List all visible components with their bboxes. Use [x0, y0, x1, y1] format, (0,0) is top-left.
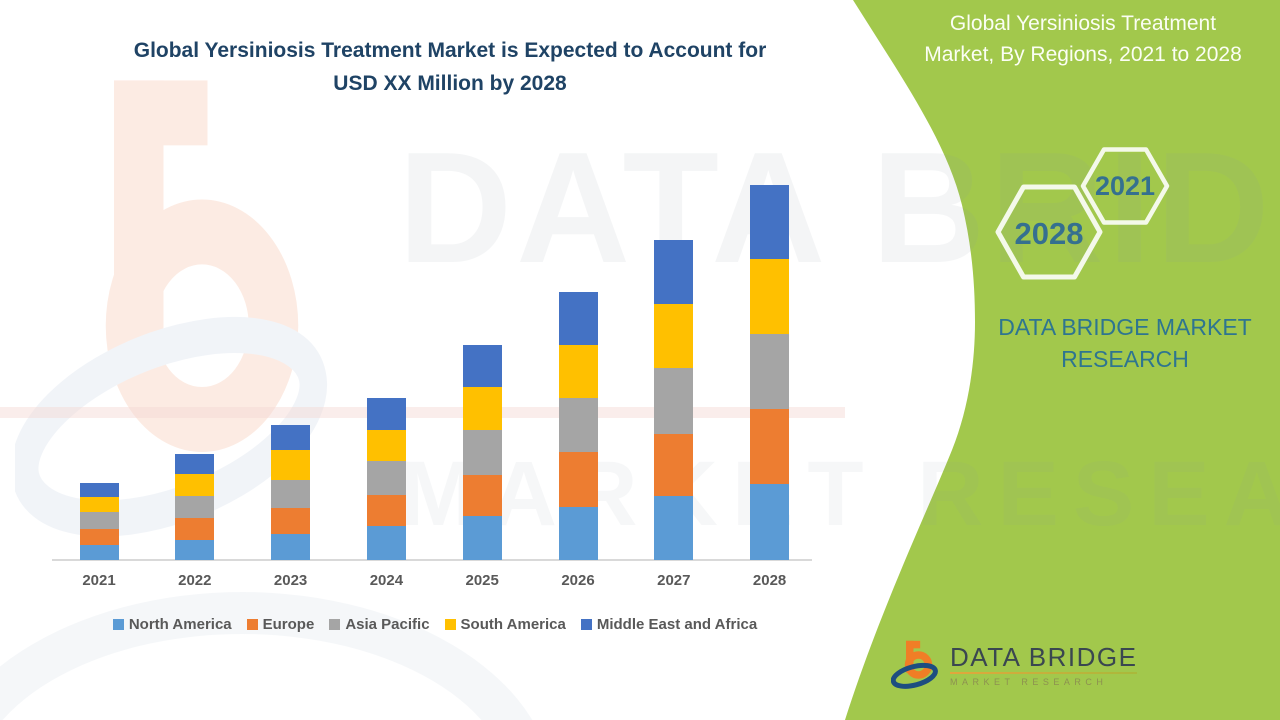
bar-segment	[750, 409, 790, 484]
hexagon-year-end: 2028	[1014, 216, 1084, 251]
bar-segment	[654, 434, 694, 496]
chart-title-line2: USD XX Million by 2028	[333, 72, 567, 95]
logo-name: DATA BRIDGE	[950, 642, 1138, 672]
x-axis-label: 2021	[82, 572, 116, 589]
bar-segment	[750, 259, 790, 334]
hexagon-2021-icon	[1080, 147, 1170, 225]
legend-label: Middle East and Africa	[596, 616, 758, 633]
bar-segment	[750, 484, 790, 560]
x-axis-label: 2026	[561, 572, 595, 589]
x-axis-label: 2027	[657, 572, 691, 589]
bar-segment	[654, 496, 694, 560]
hexagon-2028-icon	[995, 184, 1103, 280]
side-panel-brand-name: DATA BRIDGE MARKET RESEARCH	[955, 311, 1280, 375]
x-axis-label: 2024	[369, 572, 404, 589]
logo-underline	[950, 672, 1138, 674]
bar-segment	[558, 507, 598, 560]
x-axis-line	[52, 559, 812, 561]
x-axis-label: 2022	[178, 572, 212, 589]
bar-segment	[366, 430, 406, 461]
chart-title: Global Yersiniosis Treatment Market is E…	[70, 34, 830, 100]
bar-segment	[462, 345, 502, 387]
side-panel-title-line2: Market, By Regions, 2021 to 2028	[924, 43, 1242, 66]
side-panel-brand-line2: RESEARCH	[1061, 346, 1189, 372]
legend-item: Middle East and Africa	[580, 616, 758, 633]
bar-segment	[654, 304, 694, 368]
side-panel-title: Global Yersiniosis Treatment Market, By …	[890, 8, 1276, 70]
bar-segment	[462, 387, 502, 430]
x-axis-label: 2025	[465, 572, 499, 589]
side-panel-brand-line1: DATA BRIDGE MARKET	[998, 314, 1252, 340]
bar-segment	[462, 475, 502, 516]
dbmr-logo-b-icon	[891, 640, 938, 689]
bar-segment	[366, 398, 406, 430]
bar-segment	[366, 461, 406, 495]
hexagon-year-start: 2021	[1094, 171, 1156, 201]
bar-segment	[750, 185, 790, 259]
x-axis-label: 2023	[273, 572, 308, 589]
bar-segment	[558, 398, 598, 452]
bar-segment	[558, 345, 598, 398]
bar-segment	[750, 334, 790, 409]
bar-segment	[79, 545, 119, 560]
dbmr-logo: DATA BRIDGE MARKET RESEARCH	[891, 634, 1138, 696]
bar-segment	[175, 540, 215, 560]
bar-segment	[654, 368, 694, 434]
bar-segment	[271, 534, 311, 560]
side-panel-title-line1: Global Yersiniosis Treatment	[949, 12, 1217, 35]
bar-segment	[366, 526, 406, 560]
bar-segment	[462, 430, 502, 475]
bar-segment	[558, 292, 598, 345]
bar-segment	[654, 240, 694, 304]
x-axis-label: 2028	[752, 572, 787, 589]
logo-subtext: MARKET RESEARCH	[950, 677, 1108, 687]
chart-title-line1: Global Yersiniosis Treatment Market is E…	[133, 39, 767, 62]
bar-segment	[366, 495, 406, 526]
bar-segment	[462, 516, 502, 560]
dbmr-logo-text: DATA BRIDGE MARKET RESEARCH	[950, 642, 1138, 687]
bar-segment	[558, 452, 598, 507]
legend-swatch-icon	[580, 619, 592, 630]
